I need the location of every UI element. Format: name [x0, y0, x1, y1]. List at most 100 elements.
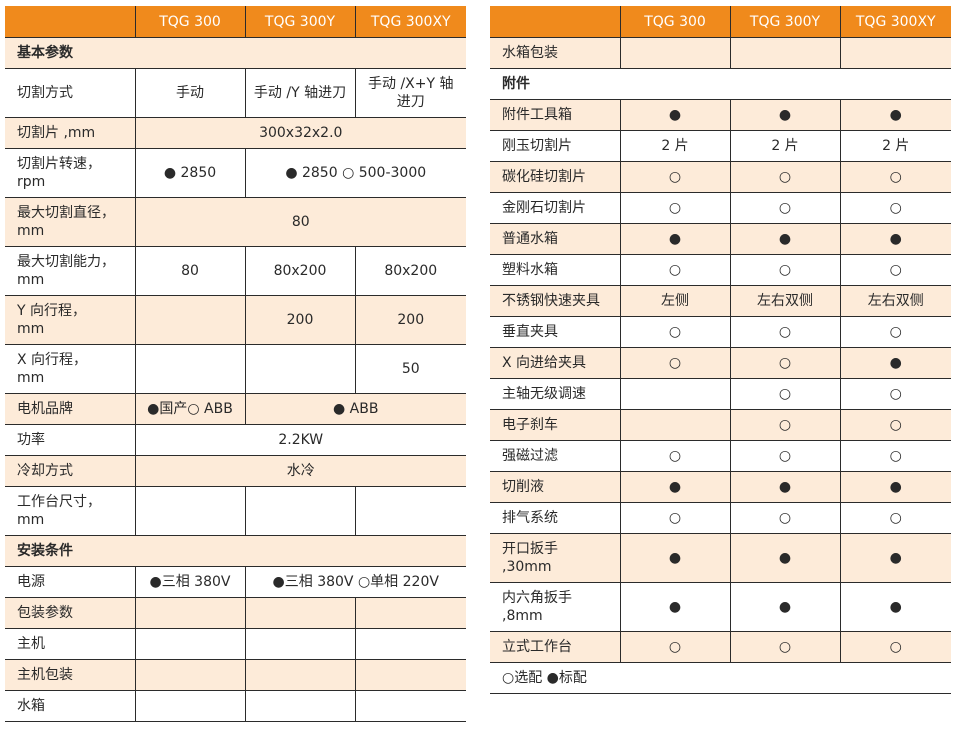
- table-row: 切割方式 手动 手动 /Y 轴进刀 手动 /X+Y 轴 进刀: [5, 68, 466, 118]
- cell-value: [134, 628, 245, 660]
- cell-value: 50: [354, 344, 466, 394]
- legend-text: ○选配 ●标配: [490, 662, 951, 694]
- table-row: 包装参数: [5, 597, 466, 629]
- cell-value: [244, 628, 355, 660]
- cell-value: [244, 597, 355, 629]
- cell-value: 80x200: [244, 246, 355, 296]
- table-row: 切割片 ,mm 300x32x2.0: [5, 117, 466, 149]
- row-label: 电机品牌: [5, 393, 135, 425]
- cell-value: [134, 344, 245, 394]
- cell-value: ●: [839, 582, 951, 632]
- row-label: 包装参数: [5, 597, 135, 629]
- row-label: 开口扳手 ,30mm: [490, 533, 620, 583]
- table-row: 排气系统 ○ ○ ○: [490, 502, 951, 534]
- cell-value: ●国产○ ABB: [134, 393, 245, 425]
- row-label: X 向行程， mm: [5, 344, 135, 394]
- cell-value: [134, 690, 245, 722]
- cell-value: ●三相 380V ○单相 220V: [244, 566, 466, 598]
- row-label: 碳化硅切割片: [490, 161, 620, 193]
- cell-value: 左右双侧: [839, 285, 951, 317]
- table-row: 开口扳手 ,30mm ● ● ●: [490, 533, 951, 583]
- row-label: 最大切割能力， mm: [5, 246, 135, 296]
- cell-value: ●: [839, 471, 951, 503]
- table-row: 最大切割能力， mm 80 80x200 80x200: [5, 246, 466, 296]
- cell-value: [354, 486, 466, 536]
- table-row: 立式工作台 ○ ○ ○: [490, 631, 951, 663]
- row-label: 排气系统: [490, 502, 620, 534]
- cell-value: ○: [619, 254, 730, 286]
- cell-value: ○: [619, 631, 730, 663]
- row-label: 功率: [5, 424, 135, 456]
- table-row: 冷却方式 水冷: [5, 455, 466, 487]
- table-row: 垂直夹具 ○ ○ ○: [490, 316, 951, 348]
- header-model: TQG 300Y: [729, 6, 840, 38]
- row-label: 垂直夹具: [490, 316, 620, 348]
- row-label: 内六角扳手 ,8mm: [490, 582, 620, 632]
- cell-value: ●: [839, 347, 951, 379]
- cell-value: [244, 486, 355, 536]
- header-model: TQG 300XY: [354, 6, 466, 38]
- cell-value: ●: [729, 471, 840, 503]
- cell-value: ○: [729, 316, 840, 348]
- table-row: 附件工具箱 ● ● ●: [490, 99, 951, 131]
- cell-value: 手动 /X+Y 轴 进刀: [354, 68, 466, 118]
- cell-value: ○: [729, 502, 840, 534]
- cell-value: ●: [619, 582, 730, 632]
- cell-value: [354, 690, 466, 722]
- section-title: 基本参数: [5, 37, 466, 69]
- cell-value: [354, 659, 466, 691]
- table-row: 普通水箱 ● ● ●: [490, 223, 951, 255]
- table-row: 功率 2.2KW: [5, 424, 466, 456]
- cell-value: [244, 690, 355, 722]
- header-corner: [490, 6, 620, 38]
- cell-value: ● 2850 ○ 500-3000: [244, 148, 466, 198]
- cell-value: ●: [619, 533, 730, 583]
- cell-value: [354, 597, 466, 629]
- header-row: TQG 300 TQG 300Y TQG 300XY: [5, 6, 466, 38]
- table-row: 塑料水箱 ○ ○ ○: [490, 254, 951, 286]
- cell-value: ●: [619, 223, 730, 255]
- table-row: 最大切割直径， mm 80: [5, 197, 466, 247]
- cell-value: ○: [619, 347, 730, 379]
- header-corner: [5, 6, 135, 38]
- row-label: 不锈钢快速夹具: [490, 285, 620, 317]
- cell-value: ○: [729, 192, 840, 224]
- cell-value: [244, 659, 355, 691]
- table-row: 电源 ●三相 380V ●三相 380V ○单相 220V: [5, 566, 466, 598]
- table-row: 不锈钢快速夹具 左侧 左右双侧 左右双侧: [490, 285, 951, 317]
- section-row: 安装条件: [5, 535, 466, 567]
- row-label: Y 向行程， mm: [5, 295, 135, 345]
- cell-value: 80: [134, 246, 245, 296]
- section-title: 附件: [490, 68, 951, 100]
- cell-value: 2.2KW: [134, 424, 466, 456]
- cell-value: 2 片: [619, 130, 730, 162]
- cell-value: [134, 659, 245, 691]
- cell-value: ●: [619, 471, 730, 503]
- legend-row: ○选配 ●标配: [490, 662, 951, 694]
- row-label: 普通水箱: [490, 223, 620, 255]
- row-label: 切割片 ,mm: [5, 117, 135, 149]
- cell-value: [839, 37, 951, 69]
- section-row: 基本参数: [5, 37, 466, 69]
- cell-value: ●: [729, 223, 840, 255]
- row-label: 切割方式: [5, 68, 135, 118]
- cell-value: ○: [729, 409, 840, 441]
- right-spec-table: TQG 300 TQG 300Y TQG 300XY 水箱包装 附件 附件工具箱 ● ● ● 刚玉…: [490, 6, 951, 694]
- table-row: 切割片转速， rpm ● 2850 ● 2850 ○ 500-3000: [5, 148, 466, 198]
- row-label: 切割片转速， rpm: [5, 148, 135, 198]
- table-row: 内六角扳手 ,8mm ● ● ●: [490, 582, 951, 632]
- cell-value: 200: [244, 295, 355, 345]
- cell-value: ●: [729, 582, 840, 632]
- cell-value: ○: [839, 161, 951, 193]
- row-label: 最大切割直径， mm: [5, 197, 135, 247]
- cell-value: ○: [729, 631, 840, 663]
- table-row: 碳化硅切割片 ○ ○ ○: [490, 161, 951, 193]
- cell-value: 200: [354, 295, 466, 345]
- row-label: 主机包装: [5, 659, 135, 691]
- row-label: 刚玉切割片: [490, 130, 620, 162]
- cell-value: ○: [619, 502, 730, 534]
- cell-value: ●: [839, 99, 951, 131]
- cell-value: ●: [839, 533, 951, 583]
- cell-value: ○: [619, 440, 730, 472]
- row-label: 主机: [5, 628, 135, 660]
